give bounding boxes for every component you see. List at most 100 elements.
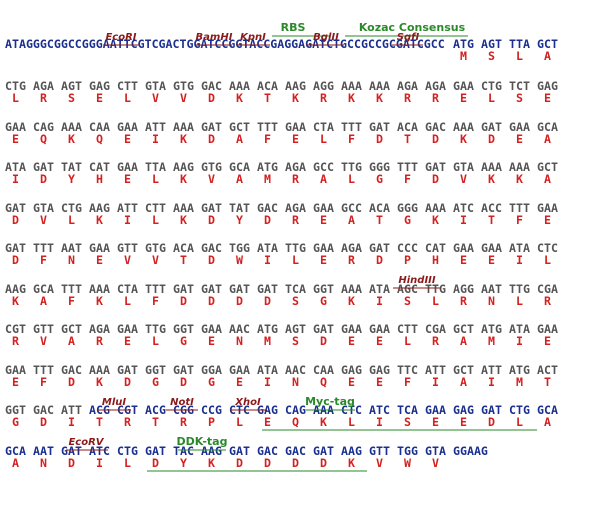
restriction-site: BglII bbox=[313, 32, 339, 43]
codon: GTT bbox=[117, 241, 138, 255]
codon: AGA bbox=[425, 79, 446, 93]
codon: AAA bbox=[509, 160, 530, 174]
amino-acid: T bbox=[96, 415, 103, 429]
codon: GCA bbox=[5, 444, 26, 458]
codon: GAA bbox=[285, 120, 306, 134]
codon: GAC bbox=[201, 241, 222, 255]
leader-sequence: ATAGGGCGGCCGGGAATTCGTCGACTGGATCCGGTACCGA… bbox=[5, 37, 445, 51]
amino-acid: W bbox=[236, 253, 243, 267]
codon: TTT bbox=[33, 363, 54, 377]
amino-acid: R bbox=[460, 294, 467, 308]
codon: AGA bbox=[397, 79, 418, 93]
codon: GGAAG bbox=[453, 444, 488, 458]
codon: GTT bbox=[369, 444, 390, 458]
amino-acid: R bbox=[348, 253, 355, 267]
codon: GGT bbox=[5, 403, 26, 417]
amino-acid: E bbox=[544, 213, 551, 227]
codon: ACC bbox=[481, 201, 502, 215]
codon: AAG bbox=[341, 444, 362, 458]
amino-acid: P bbox=[208, 415, 215, 429]
codon: TTG bbox=[145, 322, 166, 336]
amino-acid: A bbox=[12, 456, 19, 470]
codon: GAA bbox=[313, 241, 334, 255]
amino-acid: V bbox=[208, 172, 215, 186]
amino-acid: L bbox=[292, 253, 299, 267]
amino-acid: R bbox=[292, 172, 299, 186]
codon: GAT bbox=[201, 120, 222, 134]
codon: GAT bbox=[257, 282, 278, 296]
amino-acid: D bbox=[208, 253, 215, 267]
codon: ATT bbox=[117, 201, 138, 215]
codon: GAT bbox=[5, 241, 26, 255]
codon: TTC bbox=[397, 363, 418, 377]
codon: AAG bbox=[285, 79, 306, 93]
amino-acid: Q bbox=[320, 375, 327, 389]
restriction-site: EcoRV bbox=[68, 437, 104, 448]
amino-acid: R bbox=[96, 334, 103, 348]
codon: GAC bbox=[33, 403, 54, 417]
codon: CAG bbox=[285, 403, 306, 417]
codon: ATC bbox=[453, 201, 474, 215]
codon: GTG bbox=[201, 160, 222, 174]
codon: CAT bbox=[425, 241, 446, 255]
codon: AGA bbox=[285, 201, 306, 215]
amino-acid: F bbox=[516, 213, 523, 227]
amino-acid: L bbox=[516, 415, 523, 429]
codon: TCA bbox=[397, 403, 418, 417]
codon: ATG bbox=[509, 363, 530, 377]
amino-acid: A bbox=[460, 375, 467, 389]
amino-acid: L bbox=[516, 49, 523, 63]
amino-acid: K bbox=[320, 415, 327, 429]
amino-acid: R bbox=[544, 294, 551, 308]
restriction-site: HindIII bbox=[398, 275, 436, 286]
amino-acid: E bbox=[236, 375, 243, 389]
amino-acid: I bbox=[376, 294, 383, 308]
amino-acid: D bbox=[264, 213, 271, 227]
codon: GAG bbox=[369, 363, 390, 377]
codon: GAT bbox=[173, 282, 194, 296]
amino-acid: I bbox=[152, 132, 159, 146]
codon: GAT bbox=[201, 282, 222, 296]
amino-acid: R bbox=[292, 213, 299, 227]
codon: GAA bbox=[117, 322, 138, 336]
amino-acid: E bbox=[376, 334, 383, 348]
amino-acid: D bbox=[320, 456, 327, 470]
amino-acid: V bbox=[124, 253, 131, 267]
codon: AGA bbox=[33, 79, 54, 93]
amino-acid: F bbox=[404, 172, 411, 186]
amino-acid: E bbox=[348, 375, 355, 389]
codon: TGG bbox=[229, 241, 250, 255]
codon: TAT bbox=[61, 160, 82, 174]
amino-acid: K bbox=[12, 294, 19, 308]
amino-acid: D bbox=[152, 456, 159, 470]
codon: GAC bbox=[425, 120, 446, 134]
codon: TTG bbox=[285, 241, 306, 255]
codon: GAG bbox=[537, 79, 558, 93]
codon: ATA bbox=[257, 241, 278, 255]
amino-acid: K bbox=[516, 172, 523, 186]
codon: GAA bbox=[89, 241, 110, 255]
amino-acid: I bbox=[488, 375, 495, 389]
amino-acid: V bbox=[152, 91, 159, 105]
codon: AAA bbox=[453, 120, 474, 134]
amino-acid: A bbox=[460, 334, 467, 348]
amino-acid: A bbox=[544, 132, 551, 146]
codon: GAA bbox=[201, 322, 222, 336]
amino-acid: A bbox=[544, 49, 551, 63]
amino-acid: L bbox=[124, 294, 131, 308]
codon: TCA bbox=[285, 282, 306, 296]
amino-acid: F bbox=[40, 253, 47, 267]
amino-acid: F bbox=[348, 132, 355, 146]
amino-acid: E bbox=[124, 334, 131, 348]
codon: ATT bbox=[145, 120, 166, 134]
codon: AAT bbox=[33, 444, 54, 458]
codon: AGT bbox=[285, 322, 306, 336]
amino-acid: I bbox=[460, 213, 467, 227]
codon: GAC bbox=[285, 444, 306, 458]
codon: GAT bbox=[229, 282, 250, 296]
codon: GTT bbox=[33, 322, 54, 336]
codon: AAG bbox=[173, 160, 194, 174]
codon: GAT bbox=[369, 120, 390, 134]
amino-acid: D bbox=[68, 456, 75, 470]
amino-acid: E bbox=[432, 415, 439, 429]
